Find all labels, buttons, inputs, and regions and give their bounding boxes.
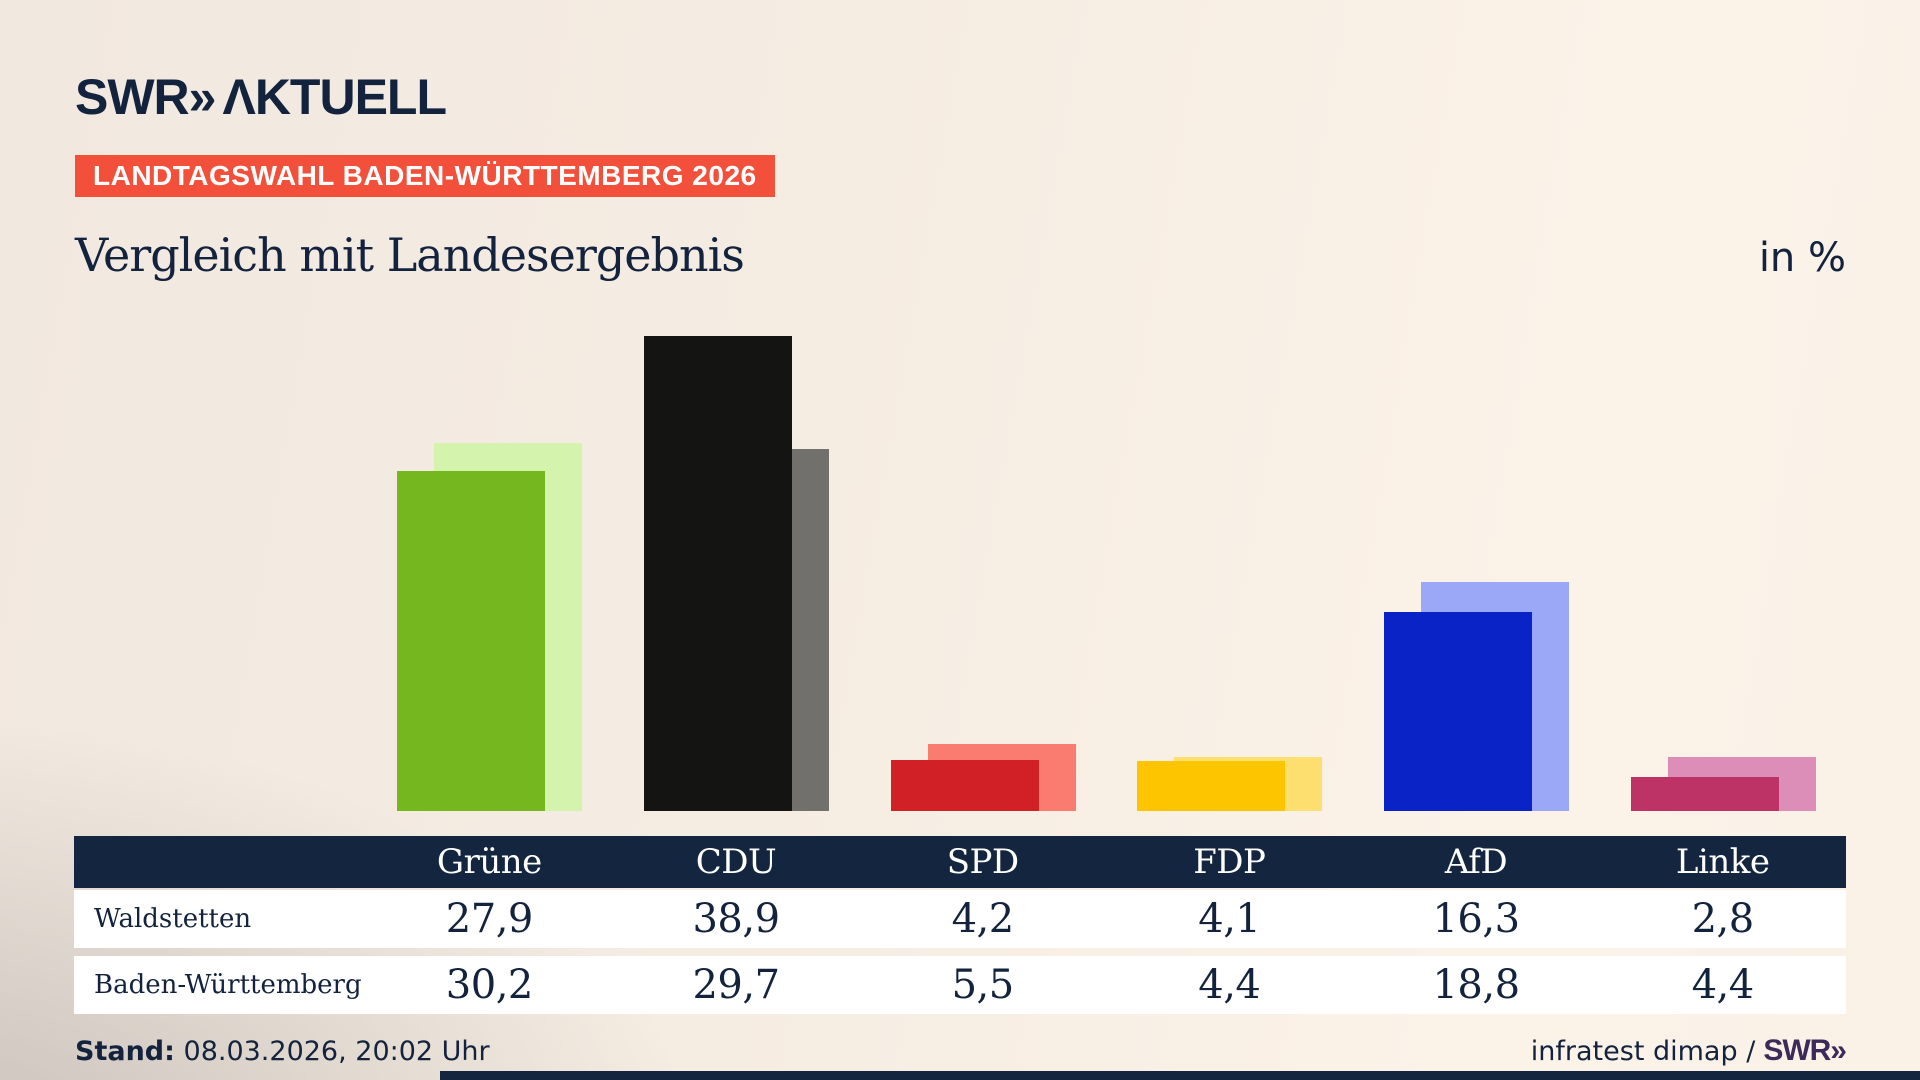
value-linke: 4,4 — [1691, 962, 1755, 1008]
value-grüne: 30,2 — [445, 962, 534, 1008]
table-header-grüne: Grüne — [436, 842, 542, 882]
source-credit: infratest dimap / SWR» — [1530, 1034, 1847, 1068]
swr-aktuell-logo: SWR» ΛKTUELL — [75, 68, 447, 126]
stand-value: 08.03.2026, 20:02 Uhr — [183, 1036, 490, 1067]
value-cdu: 38,9 — [692, 896, 780, 942]
chart-title: Vergleich mit Landesergebnis — [75, 228, 745, 282]
swr-logo-small: SWR» — [1763, 1034, 1847, 1067]
logo-swr-text: SWR — [75, 69, 190, 125]
row-label: Baden-Württemberg — [94, 970, 362, 1000]
table-header-row: Grüne CDU SPD FDP AfD Linke — [74, 836, 1846, 888]
results-table: Grüne CDU SPD FDP AfD Linke Waldstetten 27,9 38,… — [74, 836, 1846, 1014]
logo-aktuell-text: ΛKTUELL — [222, 69, 447, 125]
table-header-spacer — [74, 836, 366, 888]
stand-label: Stand: — [75, 1036, 175, 1067]
table-row-waldstetten: Waldstetten 27,9 38,9 4,2 4,1 16,3 2,8 — [74, 890, 1846, 948]
footer: Stand: 08.03.2026, 20:02 Uhr infratest d… — [75, 1034, 1847, 1068]
bar-front-fdp — [1137, 761, 1285, 811]
bottom-accent-bar — [440, 1071, 1920, 1080]
bar-front-grüne — [397, 471, 545, 811]
bar-front-afd — [1384, 612, 1532, 811]
row-label: Waldstetten — [94, 904, 252, 934]
value-fdp: 4,4 — [1198, 962, 1261, 1008]
table-row-baden-württemberg: Baden-Württemberg 30,2 29,7 5,5 4,4 18,8 4,4 — [74, 956, 1846, 1014]
table-header-fdp: FDP — [1193, 842, 1266, 882]
stand-timestamp: Stand: 08.03.2026, 20:02 Uhr — [75, 1036, 490, 1067]
election-badge: LANDTAGSWAHL BADEN-WÜRTTEMBERG 2026 — [75, 155, 775, 197]
value-afd: 16,3 — [1432, 896, 1520, 942]
value-fdp: 4,1 — [1198, 896, 1261, 942]
bar-front-spd — [891, 760, 1039, 811]
source-text: infratest dimap / — [1530, 1036, 1756, 1067]
table-header-linke: Linke — [1675, 842, 1770, 882]
table-header-spd: SPD — [946, 842, 1019, 882]
value-spd: 4,2 — [951, 896, 1015, 942]
value-cdu: 29,7 — [692, 962, 780, 1008]
bar-front-linke — [1631, 777, 1779, 811]
logo-chevrons-icon: » — [188, 69, 217, 125]
value-spd: 5,5 — [951, 962, 1015, 1008]
value-grüne: 27,9 — [445, 896, 534, 942]
bar-front-cdu — [644, 336, 792, 811]
unit-label: in % — [1758, 235, 1846, 281]
title-row: Vergleich mit Landesergebnis in % — [75, 228, 1846, 282]
value-linke: 2,8 — [1691, 896, 1755, 942]
table-header-afd: AfD — [1444, 842, 1508, 882]
table-header-cdu: CDU — [695, 842, 777, 882]
value-afd: 18,8 — [1432, 962, 1520, 1008]
